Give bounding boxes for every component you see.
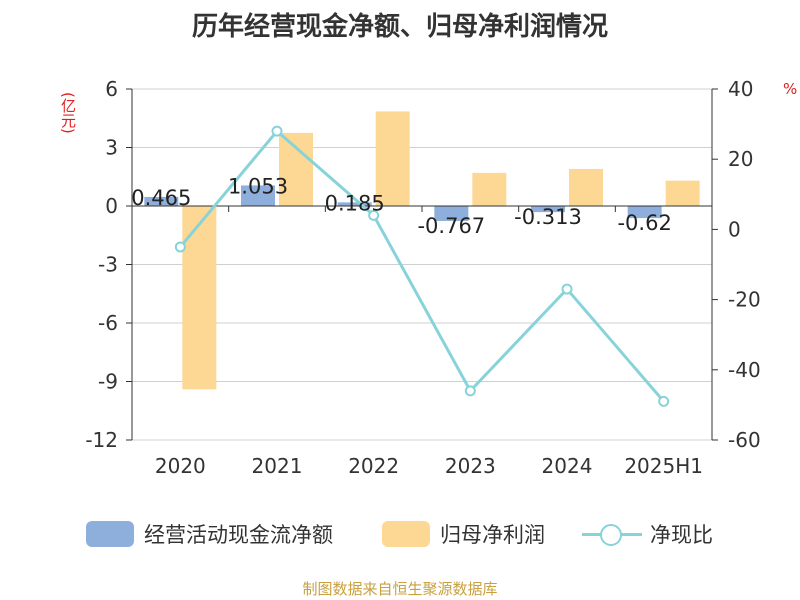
x-tick-label: 2021 — [252, 454, 303, 478]
tick-labels: 6 3 0 -3 -6 -9 -12 40 20 0 -20 -40 -60 2020 2021 2022 20… — [85, 77, 760, 478]
axes — [126, 88, 718, 441]
cash-flow-data-label: -0.313 — [514, 205, 582, 229]
bar-cash-flow — [531, 206, 565, 213]
bar-cash-flow — [337, 202, 372, 206]
ratio-point — [368, 209, 380, 221]
cash-flow-data-label: 1.053 — [228, 174, 288, 198]
right-axis-unit: % — [783, 80, 798, 98]
left-tick-label: -3 — [98, 253, 118, 277]
right-tick-label: -60 — [728, 428, 761, 452]
chart-title: 历年经营现金净额、归母净利润情况 — [191, 12, 608, 42]
bar-cash-flow — [241, 185, 275, 206]
x-tick-label: 2023 — [445, 454, 496, 478]
left-tick-label: -9 — [98, 370, 118, 394]
legend-swatch-net-profit — [382, 521, 430, 547]
ratio-point — [174, 241, 186, 253]
left-tick-label: -12 — [85, 428, 118, 452]
x-tick-label: 2020 — [155, 454, 206, 478]
bar-net-profit — [665, 180, 700, 206]
bar-net-profit — [279, 132, 313, 206]
cash-flow-data-label: -0.62 — [617, 211, 671, 235]
bar-net-profit — [569, 168, 603, 206]
right-tick-label: 0 — [728, 217, 741, 241]
right-tick-label: -40 — [728, 358, 761, 382]
right-tick-label: 40 — [728, 77, 753, 101]
ratio-point — [464, 385, 476, 397]
bar-net-profit — [472, 172, 507, 206]
legend-label-ratio: 净现比 — [650, 523, 713, 547]
legend-swatch-cash-flow — [86, 521, 134, 547]
bar-net-profit — [182, 206, 217, 390]
bar-net-profit — [375, 111, 410, 206]
cash-flow-data-label: 0.185 — [325, 191, 385, 215]
cash-flow-data-label: 0.465 — [131, 186, 191, 210]
x-tick-label: 2022 — [348, 454, 399, 478]
left-axis-unit: (亿元) — [59, 92, 77, 134]
x-tick-label: 2025H1 — [624, 454, 703, 478]
legend-item-cash-flow[interactable]: 经营活动现金流净额 — [86, 512, 333, 556]
legend-item-ratio[interactable]: 净现比 — [582, 512, 713, 556]
legend-line-icon — [582, 521, 642, 547]
x-tick-label: 2024 — [542, 454, 593, 478]
bar-cash-flow — [627, 206, 662, 219]
legend-label-cash-flow: 经营活动现金流净额 — [144, 523, 333, 547]
ratio-point — [561, 283, 573, 295]
right-tick-label: -20 — [728, 288, 761, 312]
chart-legend: 经营活动现金流净额 归母净利润 净现比 — [0, 512, 800, 556]
grid-lines — [132, 88, 712, 441]
left-tick-label: 0 — [105, 194, 118, 218]
cash-flow-data-label: -0.767 — [417, 214, 485, 238]
chart-plot: 0.465 1.053 0.185 -0.767 -0.313 -0.62 6 3 0 -3 -6… — [85, 77, 760, 478]
ratio-point — [658, 395, 670, 407]
data-source-note: 制图数据来自恒生聚源数据库 — [302, 580, 498, 598]
left-tick-label: 3 — [105, 136, 118, 160]
data-labels: 0.465 1.053 0.185 -0.767 -0.313 -0.62 — [131, 174, 672, 237]
legend-label-net-profit: 归母净利润 — [440, 523, 545, 547]
ratio-line — [174, 125, 670, 407]
left-tick-label: -6 — [98, 311, 118, 335]
ratio-series-line — [179, 128, 665, 403]
legend-item-net-profit[interactable]: 归母净利润 — [382, 512, 545, 556]
bar-cash-flow — [144, 196, 179, 206]
right-tick-label: 20 — [728, 147, 753, 171]
left-tick-label: 6 — [105, 77, 118, 101]
bar-cash-flow — [434, 206, 469, 221]
ratio-point — [271, 125, 283, 137]
